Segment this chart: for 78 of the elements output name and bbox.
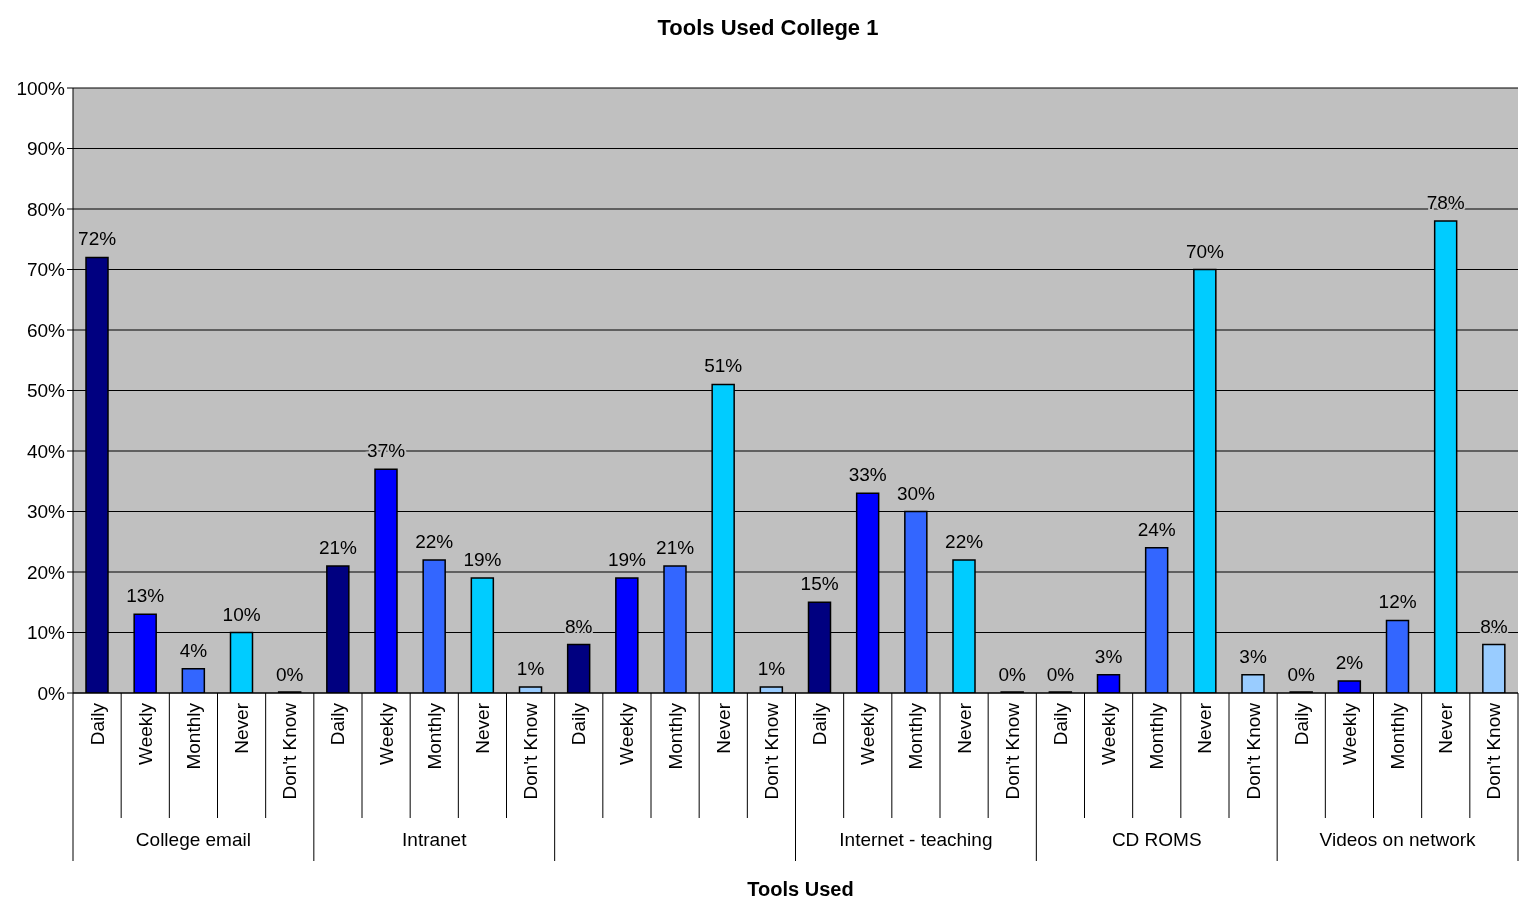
data-label: 19% [463, 549, 502, 571]
data-label: 70% [1185, 240, 1225, 262]
data-label: 33% [848, 464, 887, 486]
data-label: 2% [1335, 651, 1364, 673]
x-tick-label: College email [135, 829, 251, 850]
data-label: 3% [1239, 645, 1267, 667]
text: Never [953, 703, 975, 754]
x-tick-label: Internet - teaching [839, 829, 993, 850]
text: Daily [86, 702, 108, 746]
data-label: 22% [415, 530, 454, 552]
text: Weekly [1338, 703, 1360, 765]
data-label: 8% [1480, 615, 1508, 637]
data-label: 37% [367, 440, 406, 462]
data-label: 13% [126, 585, 165, 607]
x-tick-label: Intranet [402, 829, 468, 850]
text: Never [1435, 703, 1457, 754]
y-tick-label: 50% [26, 380, 66, 402]
text: Monthly [1146, 703, 1168, 770]
text: Monthly [664, 703, 686, 770]
data-label: 0% [276, 664, 304, 685]
y-tick-label: 0% [37, 682, 66, 704]
text: Daily [809, 703, 831, 746]
text: Weekly [1098, 703, 1120, 765]
y-tick-label: 90% [26, 138, 66, 160]
text: Daily [1049, 703, 1071, 746]
text: Weekly [375, 703, 397, 765]
text: Daily [1290, 703, 1312, 746]
text: Never [1194, 703, 1216, 754]
data-label: 1% [757, 657, 786, 679]
text: Weekly [616, 703, 638, 765]
text: Don't Know [1483, 703, 1505, 800]
data-label: 78% [1426, 192, 1465, 214]
text: Weekly [134, 702, 156, 765]
data-label: 12% [1378, 591, 1417, 613]
x-axis-title: Tools Used [746, 878, 855, 901]
data-label: 24% [1137, 518, 1176, 540]
data-label: 0% [998, 664, 1027, 685]
text: Monthly [1387, 703, 1409, 770]
data-label: 1% [516, 657, 545, 679]
y-tick-label: 100% [16, 77, 66, 99]
data-label: 0% [1046, 664, 1075, 685]
data-label: 8% [565, 615, 593, 637]
data-label: 72% [78, 228, 117, 250]
text: Never [231, 702, 253, 754]
x-tick-label: CD ROMS [1111, 829, 1202, 850]
text: Daily [327, 703, 349, 746]
text: Monthly [423, 703, 445, 770]
y-tick-label: 60% [26, 319, 66, 341]
chart-title: Tools Used College 1 [656, 14, 880, 42]
data-label: 4% [179, 639, 208, 661]
y-tick-label: 80% [26, 198, 66, 220]
y-tick-label: 20% [26, 561, 66, 583]
text: Never [712, 703, 734, 754]
text: Monthly [182, 702, 204, 770]
data-label: 22% [945, 530, 984, 552]
text: Never [471, 703, 493, 754]
y-tick-label: 70% [26, 259, 66, 281]
text: Monthly [905, 703, 927, 770]
data-label: 19% [607, 549, 647, 571]
text: Don't Know [520, 703, 542, 800]
data-label: 51% [704, 355, 743, 377]
text: Don't Know [279, 702, 301, 800]
y-tick-label: 10% [26, 622, 66, 644]
data-label: 15% [800, 573, 839, 595]
text: Don't Know [760, 703, 782, 800]
x-tick-label: Videos on network [1319, 829, 1477, 850]
text: Weekly [857, 703, 879, 765]
data-label: 0% [1287, 664, 1316, 685]
data-label: 21% [318, 536, 358, 558]
y-tick-label: 30% [26, 501, 66, 523]
data-label: 10% [222, 603, 261, 625]
data-label: 21% [656, 536, 695, 558]
data-label: 30% [896, 482, 936, 504]
text: Don't Know [1242, 703, 1264, 800]
data-label: 3% [1094, 645, 1123, 667]
y-tick-label: 40% [26, 440, 66, 462]
text: Don't Know [1001, 703, 1023, 800]
text: Daily [568, 703, 590, 746]
